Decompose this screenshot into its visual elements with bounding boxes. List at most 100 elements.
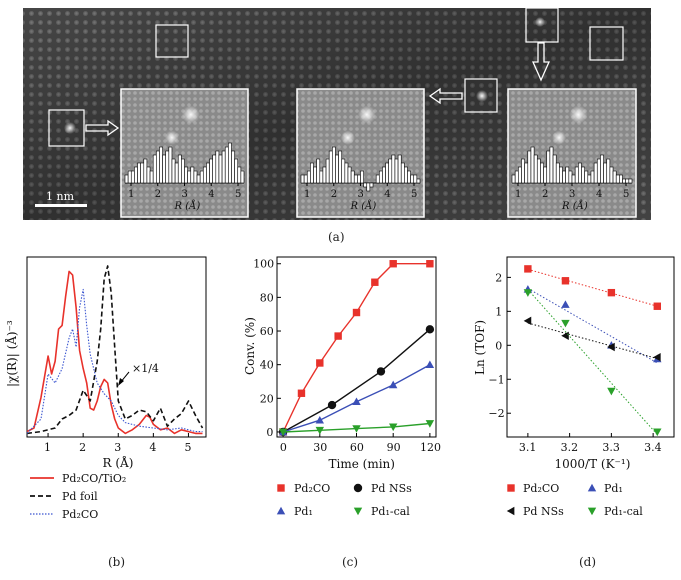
inset-bar — [378, 170, 383, 184]
data-point — [561, 331, 569, 340]
inset-bar — [322, 166, 327, 184]
series-line — [26, 270, 203, 435]
inset-tick-label: 4 — [596, 189, 602, 200]
data-point — [561, 319, 570, 328]
inset-bar — [313, 166, 317, 184]
inset-bar — [218, 154, 223, 184]
atom-spot — [64, 122, 76, 134]
inset-bar — [543, 166, 548, 184]
annotation-label: ×1/4 — [132, 362, 159, 375]
y-tick-label: 80 — [260, 291, 274, 304]
legend-label: Pd₂CO — [523, 482, 559, 495]
inset-bar — [303, 174, 308, 184]
inset-bar — [360, 170, 364, 184]
inset-bar — [552, 154, 557, 184]
inset-1: 1 2 3 4 5 R (Å) — [120, 88, 249, 218]
data-point — [524, 265, 532, 273]
inset-tick-label: 5 — [623, 189, 629, 200]
scale-bar — [35, 204, 87, 207]
data-point — [278, 428, 288, 437]
inset-bar — [571, 174, 576, 184]
inset-bar — [306, 170, 311, 184]
inset-bar — [540, 162, 544, 184]
inset-tick-label: 3 — [358, 189, 364, 200]
legend-label: Pd NSs — [523, 505, 564, 518]
inset-bar — [140, 162, 145, 184]
inset-bar — [137, 162, 141, 184]
inset-bar — [319, 170, 324, 184]
legend-label: Pd₂CO — [294, 482, 330, 495]
x-tick-label: 3.4 — [644, 441, 662, 454]
inset-bar — [593, 162, 598, 184]
data-point — [327, 400, 337, 410]
legend-label: Pd foil — [62, 490, 98, 503]
atom-spot — [535, 17, 545, 27]
inset-tick-label: 4 — [384, 189, 390, 200]
inset-bar — [338, 150, 343, 184]
inset-bar — [335, 154, 339, 184]
inset-bar — [168, 146, 173, 184]
inset-bar — [394, 158, 399, 184]
inset-bar — [224, 146, 229, 184]
inset-3: 1 2 3 4 5 R (Å) — [507, 88, 637, 218]
atom-spot — [181, 105, 200, 124]
legend-marker — [587, 483, 597, 492]
region-box — [155, 24, 189, 58]
inset-bar — [565, 166, 570, 184]
inset-bar — [156, 150, 160, 184]
inset-bar — [400, 162, 405, 184]
inset-tick-label: 5 — [235, 189, 241, 200]
x-tick-label: 1 — [44, 441, 51, 454]
data-point — [653, 352, 661, 362]
inset-bar — [628, 178, 633, 184]
inset-bar — [606, 158, 611, 184]
data-point — [352, 308, 361, 317]
legend-marker — [507, 484, 515, 492]
data-point — [316, 359, 324, 367]
scale-bar-label: 1 nm — [46, 190, 75, 203]
inset-bar — [328, 150, 333, 184]
inset-bar — [574, 166, 579, 184]
legend-label: Pd₂CO — [62, 508, 98, 521]
inset-xlabel: R (Å) — [561, 200, 588, 212]
inset-bar — [536, 158, 541, 184]
inset-tick-label: 3 — [569, 189, 575, 200]
x-tick-label: 3.2 — [561, 441, 579, 454]
inset-bar — [149, 170, 154, 184]
plot-frame — [276, 256, 437, 438]
atom-spot — [164, 130, 179, 145]
inset-bar — [391, 154, 396, 184]
inset-bar — [206, 162, 210, 184]
y-tick-label: −2 — [488, 407, 504, 420]
inset-bar — [202, 166, 207, 184]
series-line — [282, 328, 431, 433]
y-tick-label: 60 — [260, 325, 274, 338]
inset-bar — [310, 162, 314, 184]
x-axis-label: Time (min) — [329, 457, 395, 471]
data-point — [334, 332, 342, 340]
inset-bar — [612, 170, 617, 184]
inset-bar — [234, 158, 239, 184]
inset-bar — [162, 154, 167, 184]
data-point — [607, 342, 615, 352]
inset-bar — [603, 162, 608, 184]
annotation-arrowhead — [118, 378, 124, 386]
inset-bar — [171, 158, 176, 184]
inset-bar — [146, 166, 151, 184]
data-point — [376, 367, 386, 376]
plot-frame — [506, 256, 675, 438]
region-box — [48, 109, 85, 147]
arrow-right-inset — [531, 42, 551, 82]
data-point — [388, 380, 398, 389]
legend-label: Pd₁-cal — [604, 505, 643, 518]
inset-bar — [549, 146, 554, 184]
data-point — [371, 278, 379, 286]
x-tick-label: 120 — [420, 441, 441, 454]
inset-bar — [581, 166, 585, 184]
micrograph-panel: 1 nm 1 2 3 4 5 R (Å) 1 2 3 4 5 R (Å) 1 2 3 4 5 R (Å) — [23, 7, 651, 220]
inset-bar — [350, 170, 355, 184]
x-axis-label: 1000/T (K⁻¹) — [555, 457, 631, 471]
inset-bar — [416, 178, 421, 184]
atom-spot — [569, 105, 588, 124]
